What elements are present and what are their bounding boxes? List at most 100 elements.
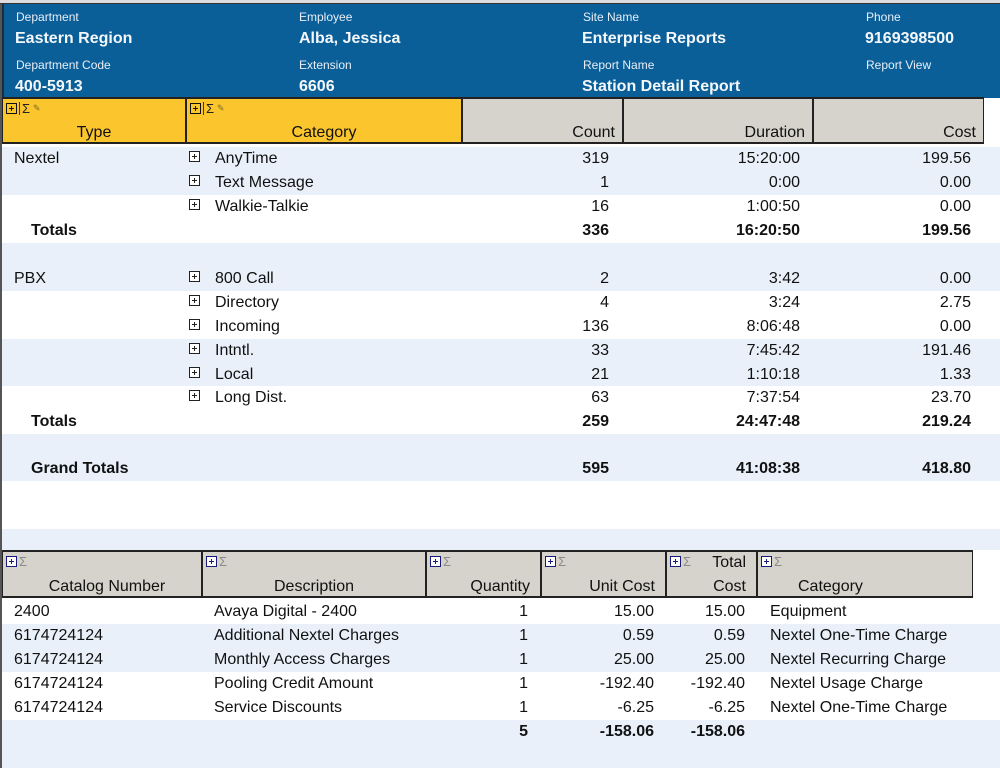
expand-icon[interactable] <box>189 271 200 282</box>
site-name-value: Enterprise Reports <box>582 30 727 47</box>
expand-icon[interactable] <box>189 343 200 354</box>
unit-cost-cell: -192.40 <box>599 675 654 692</box>
report-name-value: Station Detail Report <box>582 78 741 95</box>
column-header-label: Cost <box>943 124 976 141</box>
duration-cell: 1:10:18 <box>746 366 800 383</box>
duration-cell: 15:20:00 <box>737 150 800 167</box>
row-band <box>2 720 1000 768</box>
row-band <box>2 598 1000 624</box>
row-band <box>2 147 1000 195</box>
count-total: 336 <box>582 222 609 239</box>
description-cell: Avaya Digital - 2400 <box>214 603 357 620</box>
description-cell: Pooling Credit Amount <box>214 675 374 692</box>
sigma-icon[interactable]: Σ <box>443 553 452 569</box>
count-cell: 2 <box>600 270 609 287</box>
expand-icon[interactable] <box>189 367 200 378</box>
expand-icon[interactable] <box>189 295 200 306</box>
count-cell: 33 <box>591 342 609 359</box>
row-band <box>2 144 1000 147</box>
category-cell: Intntl. <box>215 342 255 359</box>
total-cost-cell: -6.25 <box>708 699 745 716</box>
sigma-icon[interactable]: Σ <box>774 553 783 569</box>
sigma-icon[interactable]: Σ <box>19 553 28 569</box>
catalog-number-cell: 6174724124 <box>14 627 103 644</box>
category-cell: Nextel One-Time Charge <box>770 627 948 644</box>
total-cost-cell: 25.00 <box>704 651 745 668</box>
extension-label: Extension <box>299 58 352 72</box>
row-band <box>2 529 1000 550</box>
column-header-label: Catalog Number <box>48 578 166 595</box>
total-cost-cell: -192.40 <box>690 675 745 692</box>
grand-totals-label: Grand Totals <box>31 460 129 477</box>
cost-cell: 199.56 <box>922 150 971 167</box>
employee-value: Alba, Jessica <box>299 30 401 47</box>
expand-icon[interactable] <box>189 151 200 162</box>
cost-cell: 1.33 <box>939 366 971 383</box>
sigma-icon[interactable]: Σ <box>219 553 228 569</box>
count-cell: 319 <box>582 150 609 167</box>
sigma-icon[interactable]: Σ <box>683 553 692 569</box>
column-header-unit-cost[interactable]: Σ Unit Cost <box>541 550 666 598</box>
site-name-label: Site Name <box>583 10 640 24</box>
duration-total: 16:20:50 <box>735 222 800 239</box>
column-header-label-line1: Total <box>712 554 746 571</box>
phone-label: Phone <box>866 10 901 24</box>
department-label: Department <box>16 10 79 24</box>
description-cell: Additional Nextel Charges <box>214 627 399 644</box>
cost-total: 199.56 <box>922 222 971 239</box>
sigma-icon[interactable]: Σ <box>22 100 31 116</box>
sigma-icon[interactable]: Σ <box>206 100 215 116</box>
column-header-quantity[interactable]: Σ Quantity <box>426 550 541 598</box>
sigma-icon[interactable]: Σ <box>558 553 567 569</box>
column-header-total-cost[interactable]: Σ Total Cost <box>666 550 757 598</box>
duration-cell: 7:37:54 <box>746 389 800 406</box>
column-header-description[interactable]: Σ Description <box>202 550 426 598</box>
duration-grand-total: 41:08:38 <box>735 460 800 477</box>
row-band <box>2 291 1000 339</box>
category-cell: Walkie-Talkie <box>215 198 309 215</box>
quantity-cell: 1 <box>519 699 528 716</box>
department-code-label: Department Code <box>16 58 111 72</box>
unit-cost-total: -158.06 <box>599 723 654 740</box>
cost-cell: 0.00 <box>939 270 971 287</box>
expand-icon[interactable] <box>430 555 441 567</box>
catalog-number-cell: 6174724124 <box>14 675 103 692</box>
column-header-duration[interactable]: Duration <box>623 97 813 144</box>
row-band <box>2 434 1000 481</box>
category-cell: Long Dist. <box>215 389 288 406</box>
total-cost-total: -158.06 <box>690 723 745 740</box>
duration-cell: 3:24 <box>768 294 800 311</box>
count-grand-total: 595 <box>582 460 609 477</box>
column-header-category[interactable]: Σ ✎ Category <box>186 97 462 144</box>
expand-icon[interactable] <box>189 319 200 330</box>
expand-icon[interactable] <box>6 555 17 567</box>
column-header-cost[interactable]: Cost <box>813 97 984 144</box>
expand-icon[interactable] <box>670 555 681 567</box>
column-header-count[interactable]: Count <box>462 97 623 144</box>
duration-total: 24:47:48 <box>735 413 800 430</box>
row-band <box>2 339 1000 386</box>
quantity-total: 5 <box>519 723 528 740</box>
pencil-icon[interactable]: ✎ <box>33 102 41 113</box>
expand-icon[interactable] <box>190 102 201 114</box>
report-name-label: Report Name <box>583 58 655 72</box>
row-band <box>2 624 1000 672</box>
category-cell: Nextel Recurring Charge <box>770 651 947 668</box>
cost-cell: 0.00 <box>939 174 971 191</box>
duration-cell: 7:45:42 <box>746 342 800 359</box>
expand-icon[interactable] <box>206 555 217 567</box>
duration-cell: 1:00:50 <box>746 198 800 215</box>
expand-icon[interactable] <box>189 199 200 210</box>
column-header-catalog-number[interactable]: Σ Catalog Number <box>2 550 202 598</box>
expand-icon[interactable] <box>189 175 200 186</box>
extension-value: 6606 <box>299 78 335 95</box>
column-header-type[interactable]: Σ ✎ Type <box>2 97 186 144</box>
quantity-cell: 1 <box>519 651 528 668</box>
pencil-icon[interactable]: ✎ <box>217 102 225 113</box>
expand-icon[interactable] <box>6 102 17 114</box>
expand-icon[interactable] <box>545 555 556 567</box>
column-header-category[interactable]: Σ Category <box>757 550 973 598</box>
expand-icon[interactable] <box>761 555 772 567</box>
expand-icon[interactable] <box>189 390 200 401</box>
cost-cell: 0.00 <box>939 318 971 335</box>
